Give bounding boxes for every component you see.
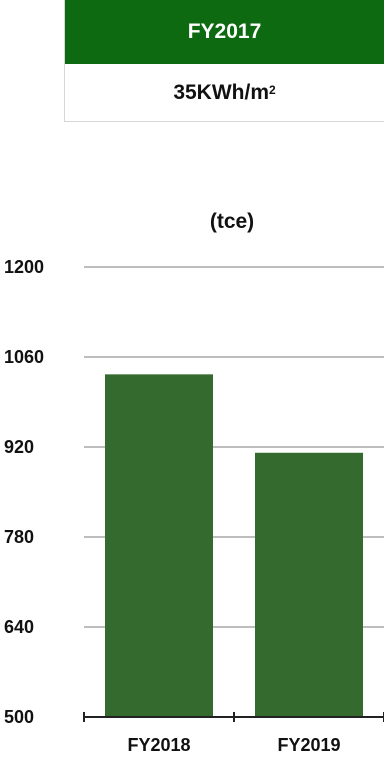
y-tick-label: 640: [4, 617, 34, 637]
bar: [105, 374, 213, 717]
y-tick-label: 780: [4, 527, 34, 547]
y-axis-label: (tce): [210, 210, 254, 233]
kpi-value: 35KWh/m 2: [65, 64, 384, 121]
category-label: FY2019: [277, 735, 340, 755]
y-tick-label: 920: [4, 437, 34, 457]
kpi-header: FY2017: [65, 0, 384, 64]
y-tick-labels: 1200 1060 920 780 640 500: [4, 257, 44, 727]
category-labels: FY2018 FY2019: [127, 735, 340, 755]
category-label: FY2018: [127, 735, 190, 755]
bars: [105, 374, 363, 717]
energy-bar-chart: (tce) 1200 1060 920 780 640 500 FY2018 FY2019: [4, 210, 384, 755]
x-axis: [83, 712, 384, 722]
kpi-value-superscript: 2: [269, 82, 276, 97]
kpi-box: FY2017 35KWh/m 2: [64, 0, 384, 122]
y-tick-label: 1200: [4, 257, 44, 277]
kpi-value-text: 35KWh/m: [173, 80, 269, 104]
y-tick-label: 500: [4, 707, 34, 727]
bar: [255, 452, 363, 717]
y-tick-label: 1060: [4, 347, 44, 367]
